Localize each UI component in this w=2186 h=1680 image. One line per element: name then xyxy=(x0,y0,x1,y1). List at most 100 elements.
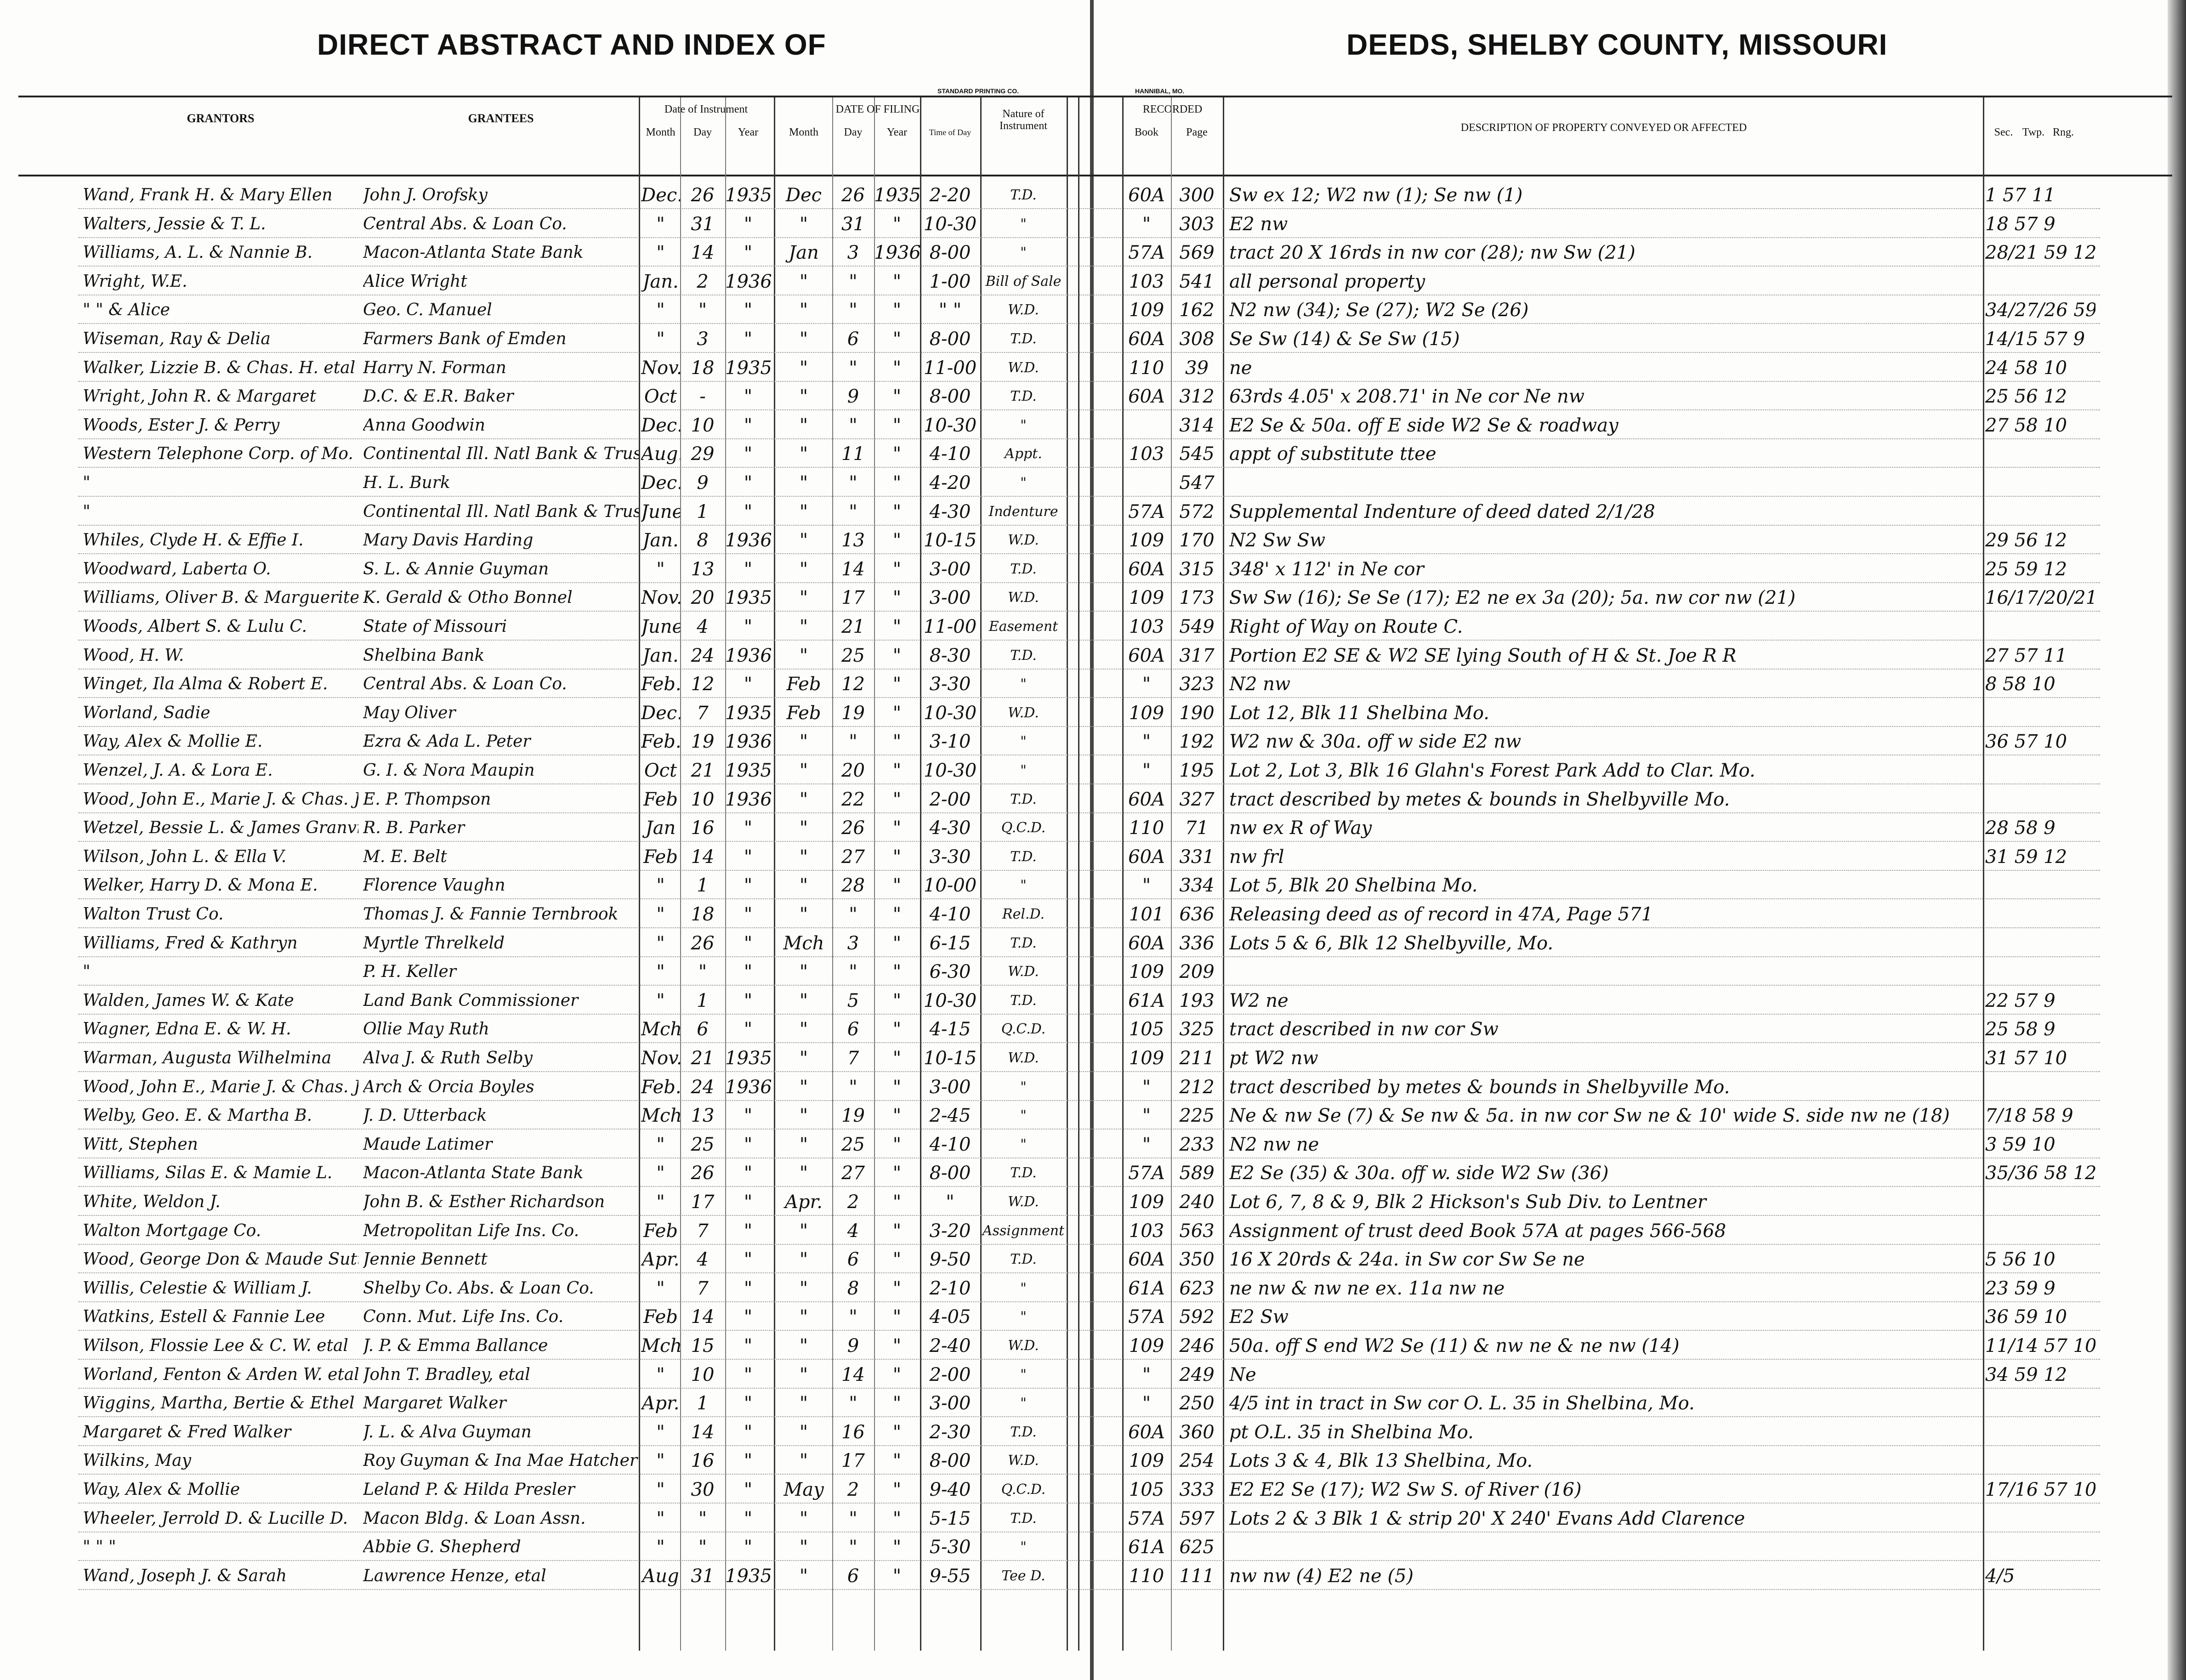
cell-time: 3-30 xyxy=(929,674,971,695)
cell-inst-year: " xyxy=(744,1019,753,1040)
cell-file-day: 2 xyxy=(847,1479,859,1500)
cell-grantor: Wilkins, May xyxy=(83,1451,191,1470)
cell-file-day: 13 xyxy=(841,530,865,551)
cell-file-year: " xyxy=(892,1450,902,1472)
cell-inst-day: 26 xyxy=(691,1163,715,1184)
cell-inst-day: 13 xyxy=(691,1105,715,1127)
cell-book: 60A xyxy=(1128,1421,1165,1443)
cell-inst-day: 29 xyxy=(691,443,715,465)
cell-inst-year: " xyxy=(744,1277,753,1299)
cell-inst-month: " xyxy=(656,961,665,983)
header-twp: Twp. xyxy=(2022,126,2045,138)
cell-description: Se Sw (14) & Se Sw (15) xyxy=(1229,329,1460,350)
cell-grantee: Macon-Atlanta State Bank xyxy=(363,1164,584,1183)
cell-inst-day: 18 xyxy=(691,904,715,925)
cell-inst-day: 2 xyxy=(697,271,709,292)
cell-description: 348' x 112' in Ne cor xyxy=(1229,558,1424,580)
cell-grantor: Margaret & Fred Walker xyxy=(83,1422,291,1442)
cell-inst-month: Oct xyxy=(644,760,677,781)
cell-file-day: 16 xyxy=(841,1421,865,1443)
cell-inst-day: 10 xyxy=(691,1364,715,1385)
cell-grantor: Williams, Silas E. & Mamie L. xyxy=(83,1164,333,1183)
cell-book: 109 xyxy=(1129,1048,1164,1069)
cell-file-year: " xyxy=(892,616,902,637)
cell-time: 2-30 xyxy=(929,1421,971,1443)
cell-file-day: " xyxy=(849,1508,857,1529)
cell-time: 4-10 xyxy=(929,904,971,925)
cell-inst-day: 16 xyxy=(691,1450,715,1472)
cell-nature: W.D. xyxy=(1008,964,1039,980)
cell-file-year: " xyxy=(892,213,902,235)
cell-page: 250 xyxy=(1179,1393,1215,1414)
cell-file-day: 6 xyxy=(847,1019,859,1040)
cell-file-day: 31 xyxy=(841,213,865,235)
cell-inst-year: " xyxy=(744,242,753,264)
cell-inst-month: Aug. xyxy=(641,443,680,465)
cell-time: 10-30 xyxy=(923,414,977,436)
header-nature: Nature of Instrument xyxy=(999,108,1047,132)
cell-file-year: " xyxy=(892,846,902,868)
cell-inst-year: 1936 xyxy=(725,731,771,753)
cell-book: " xyxy=(1142,1134,1151,1155)
cell-inst-day: 24 xyxy=(691,1076,715,1098)
cell-grantor: " xyxy=(83,473,91,492)
cell-inst-month: Feb. xyxy=(641,674,680,695)
cell-time: 3-00 xyxy=(929,558,971,580)
cell-page: 249 xyxy=(1179,1364,1215,1385)
cell-grantee: Alice Wright xyxy=(363,272,467,291)
cell-inst-year: " xyxy=(744,1364,753,1385)
cell-grantee: Leland P. & Hilda Presler xyxy=(363,1480,575,1499)
row-rule xyxy=(78,496,2100,497)
header-file-month: Month xyxy=(789,126,818,138)
cell-file-day: 4 xyxy=(847,1220,859,1242)
cell-nature: Indenture xyxy=(988,503,1058,520)
cell-description: tract described by metes & bounds in She… xyxy=(1229,789,1730,810)
cell-inst-day: 16 xyxy=(691,817,715,839)
cell-description: nw nw (4) E2 ne (5) xyxy=(1229,1565,1414,1587)
cell-inst-year: " xyxy=(744,1220,753,1242)
cell-grantor: Whiles, Clyde H. & Effie I. xyxy=(83,531,304,550)
cell-inst-month: Nov. xyxy=(641,357,680,379)
cell-file-month: Feb xyxy=(786,674,821,695)
cell-file-day: 25 xyxy=(841,1134,865,1155)
cell-file-year: " xyxy=(892,271,902,292)
cell-grantee: Continental Ill. Natl Bank & Trust xyxy=(363,502,639,521)
cell-file-month: " xyxy=(799,1537,808,1558)
cell-time: 9-50 xyxy=(929,1249,971,1271)
cell-nature: " xyxy=(1020,417,1027,433)
cell-inst-day: 26 xyxy=(691,185,715,206)
cell-grantee: J. D. Utterback xyxy=(363,1106,487,1125)
cell-file-day: 14 xyxy=(841,558,865,580)
cell-file-year: 1936 xyxy=(874,242,920,264)
cell-page: 173 xyxy=(1179,587,1215,609)
cell-nature: Assignment xyxy=(982,1222,1065,1239)
cell-time: 2-20 xyxy=(929,185,971,206)
cell-description: ne xyxy=(1229,357,1252,379)
cell-nature: T.D. xyxy=(1010,848,1037,865)
row-rule xyxy=(78,755,2100,756)
cell-file-month: Mch xyxy=(783,932,824,954)
row-rule xyxy=(78,697,2100,698)
cell-description: tract described by metes & bounds in She… xyxy=(1229,1076,1730,1098)
cell-description: nw ex R of Way xyxy=(1229,817,1372,839)
cell-grantor: Worland, Sadie xyxy=(83,703,210,722)
cell-grantee: Land Bank Commissioner xyxy=(363,991,579,1010)
cell-nature: W.D. xyxy=(1008,302,1039,318)
cell-time: 4-10 xyxy=(929,1134,971,1155)
cell-inst-day: 7 xyxy=(697,1277,709,1299)
cell-book: " xyxy=(1142,1364,1151,1385)
cell-time: 6-15 xyxy=(929,932,971,954)
column-rule xyxy=(1078,97,1079,1651)
cell-grantor: Wenzel, J. A. & Lora E. xyxy=(83,761,273,780)
cell-inst-month: " xyxy=(656,904,665,925)
row-rule xyxy=(78,956,2100,958)
cell-file-year: " xyxy=(892,1220,902,1242)
cell-nature: T.D. xyxy=(1010,1165,1037,1181)
cell-file-month: " xyxy=(799,760,808,781)
row-rule xyxy=(78,1503,2100,1504)
cell-time: 10-30 xyxy=(923,760,977,781)
cell-grantee: Macon-Atlanta State Bank xyxy=(363,243,584,262)
cell-grantee: J. P. & Emma Ballance xyxy=(363,1336,548,1355)
cell-grantee: Ollie May Ruth xyxy=(363,1020,489,1039)
cell-description: N2 nw xyxy=(1229,674,1291,695)
